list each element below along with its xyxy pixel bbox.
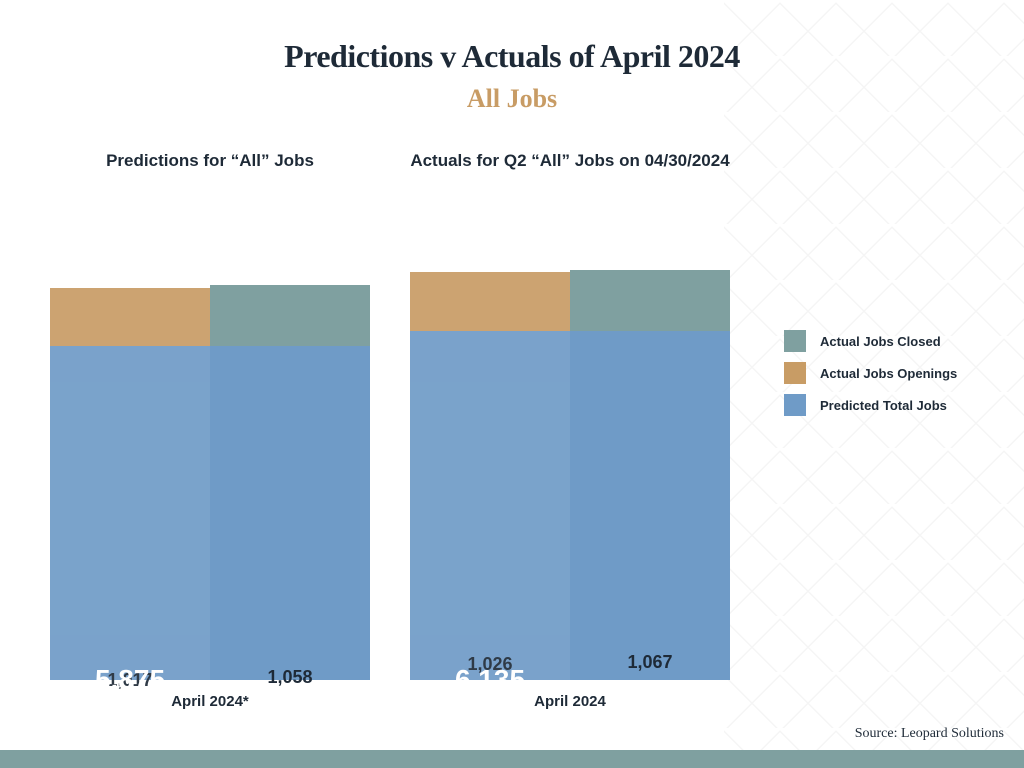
bar-segment-predicted [570,331,730,680]
legend-label: Actual Jobs Closed [820,334,941,349]
legend-label: Predicted Total Jobs [820,398,947,413]
legend-item: Predicted Total Jobs [784,394,994,416]
bar-value-mid: 6,135 [410,664,570,696]
bar-segment-predicted [210,346,370,680]
chart-title: Predictions v Actuals of April 2024 [0,38,1024,75]
bar-value-top: 1,058 [210,667,370,688]
chart-subtitle: All Jobs [0,84,1024,114]
legend-item: Actual Jobs Closed [784,330,994,352]
group-title: Actuals for Q2 “All” Jobs on 04/30/2024 [410,150,730,208]
bar-segment-predicted [50,346,210,680]
footer-bar [0,750,1024,768]
bar-segment-openings [410,272,570,330]
bars-container: 1,067 1,026 6,135 [410,270,730,680]
bar-group-predictions: Predictions for “All” Jobs 1,058 1,017 5… [50,150,370,710]
chart-area: Predictions for “All” Jobs 1,058 1,017 5… [50,150,750,710]
legend-label: Actual Jobs Openings [820,366,957,381]
bar-group-actuals: Actuals for Q2 “All” Jobs on 04/30/2024 … [410,150,730,710]
group-title: Predictions for “All” Jobs [50,150,370,208]
legend: Actual Jobs Closed Actual Jobs Openings … [784,330,994,426]
bar-value-mid: 5,875 [50,664,210,696]
bar-segment-openings [50,288,210,346]
bar-value-top: 1,067 [570,652,730,673]
bar-segment-closed [570,270,730,331]
legend-swatch [784,330,806,352]
bars-container: 1,058 1,017 5,875 [50,270,370,680]
bar-segment-predicted [410,331,570,680]
legend-swatch [784,394,806,416]
source-attribution: Source: Leopard Solutions [855,726,1004,742]
legend-item: Actual Jobs Openings [784,362,994,384]
bar-segment-closed [210,285,370,345]
legend-swatch [784,362,806,384]
